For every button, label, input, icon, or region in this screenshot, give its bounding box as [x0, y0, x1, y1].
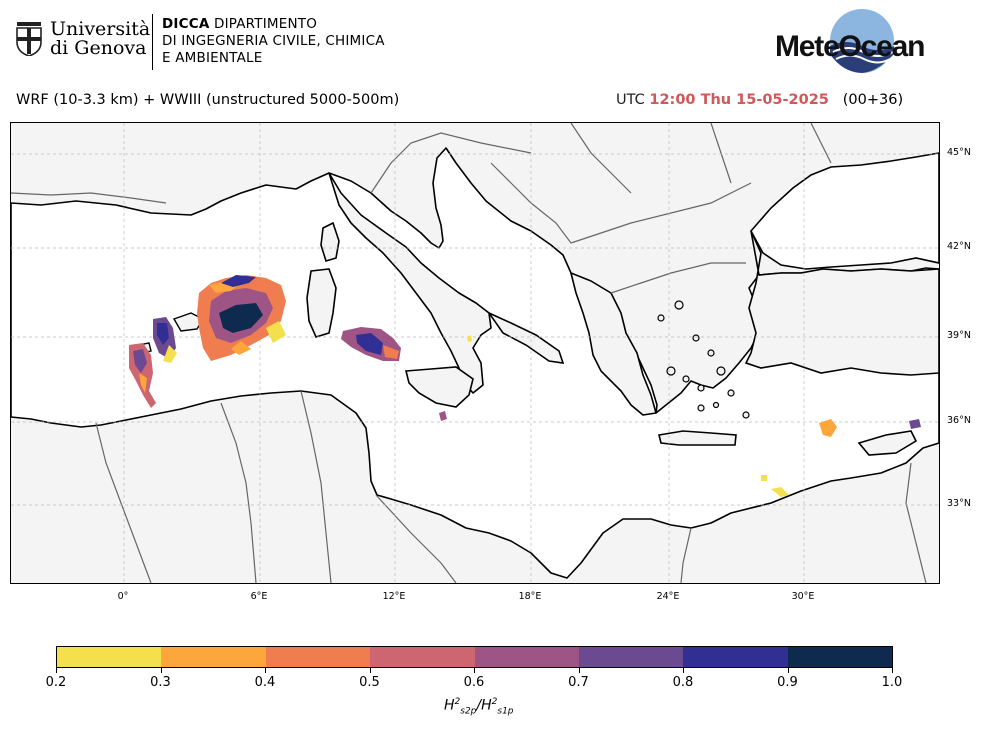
sicily — [404, 366, 474, 408]
meteocean-logo: MeteOcean — [775, 8, 940, 74]
meteocean-globe-icon — [830, 9, 894, 73]
lon-label-30e: 30°E — [791, 591, 815, 602]
map-panel — [10, 122, 940, 584]
crete — [658, 430, 737, 446]
lon-label-24e: 24°E — [656, 591, 680, 602]
map-canvas — [11, 123, 939, 583]
colorbar-bin — [57, 647, 162, 667]
colorbar-tick-label: 1.0 — [881, 675, 903, 690]
lon-label-6e: 6°E — [250, 591, 268, 602]
colorbar-tick — [160, 668, 162, 673]
colorbar-bin — [370, 647, 475, 667]
university-line1: Università — [50, 18, 151, 40]
colorbar-tick-label: 0.7 — [568, 675, 589, 690]
corsica — [320, 221, 340, 262]
colorbar-tick — [369, 668, 371, 673]
lon-label-18e: 18°E — [518, 591, 542, 602]
lon-label-12e: 12°E — [382, 591, 406, 602]
colorbar-tick-label: 0.9 — [777, 675, 798, 690]
colorbar-bin — [683, 647, 788, 667]
colorbar-tick — [265, 668, 266, 673]
meteocean-brand: MeteOcean — [775, 30, 925, 63]
colorbar-tick — [892, 668, 893, 673]
turkey-coast — [744, 230, 939, 376]
lat-label-39: 39°N — [947, 330, 971, 341]
colorbar — [56, 646, 893, 668]
aegean-islands — [657, 300, 750, 419]
university-name: Università di Genova — [50, 20, 150, 58]
wave-ratio-field — [129, 275, 921, 497]
model-title: WRF (10-3.3 km) + WWIII (unstructured 50… — [16, 92, 400, 108]
utc-label: UTC — [616, 92, 645, 108]
colorbar-tick — [787, 668, 789, 673]
colorbar-bin — [578, 647, 684, 667]
greece — [570, 272, 657, 416]
cyprus — [857, 430, 918, 456]
department-line1: DIPARTIMENTO — [209, 16, 318, 32]
colorbar-tick-label: 0.2 — [45, 675, 67, 690]
time-stamp: 12:00 Thu 15-05-2025 — [649, 92, 829, 108]
colorbar-tick — [683, 668, 684, 673]
colorbar-tick-label: 0.8 — [672, 675, 694, 690]
colorbar-tick — [578, 668, 580, 673]
unige-crest-icon — [16, 22, 42, 56]
department-name: DICCA DIPARTIMENTO DI INGEGNERIA CIVILE,… — [162, 16, 385, 67]
lon-label-0: 0° — [117, 591, 129, 602]
colorbar-tick — [474, 668, 475, 673]
department-abbr: DICCA — [162, 16, 210, 32]
country-borders — [11, 123, 927, 583]
forecast-step: (00+36) — [842, 92, 904, 108]
colorbar-tick-label: 0.3 — [150, 675, 171, 690]
unige-logo: Università di Genova DICCA DIPARTIMENTO … — [14, 14, 394, 70]
colorbar-bin — [265, 647, 371, 667]
forecast-time: UTC 12:00 Thu 15-05-2025 (00+36) — [616, 92, 903, 108]
lat-label-36: 36°N — [947, 415, 971, 426]
black-sea — [750, 152, 939, 270]
colorbar-tick-label: 0.5 — [359, 675, 380, 690]
department-line2: DI INGEGNERIA CIVILE, CHIMICA — [162, 33, 385, 49]
colorbar-tick-label: 0.6 — [463, 675, 485, 690]
colorbar-bin — [787, 647, 892, 667]
sardinia — [306, 268, 337, 338]
department-line3: E AMBIENTALE — [162, 50, 263, 66]
colorbar-bin — [161, 647, 266, 667]
lat-label-42: 42°N — [947, 241, 971, 252]
lat-label-33: 33°N — [947, 498, 971, 509]
colorbar-bin — [474, 647, 579, 667]
colorbar-tick-label: 0.4 — [254, 675, 276, 690]
colorbar-title: H2s2p/H2s1p — [444, 697, 514, 717]
colorbar-tick — [56, 668, 57, 673]
italy-peninsula — [328, 172, 492, 394]
university-line2: di Genova — [50, 37, 147, 59]
lat-label-45: 45°N — [947, 147, 971, 158]
logo-divider — [152, 14, 153, 70]
